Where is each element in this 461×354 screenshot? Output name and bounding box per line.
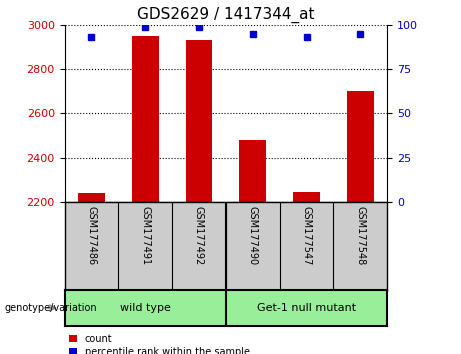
Text: GSM177490: GSM177490: [248, 206, 258, 266]
Text: GSM177486: GSM177486: [86, 206, 96, 266]
Bar: [239, 140, 266, 202]
Bar: [185, 40, 213, 202]
Legend: count, percentile rank within the sample: count, percentile rank within the sample: [70, 334, 250, 354]
Text: Get-1 null mutant: Get-1 null mutant: [257, 303, 356, 313]
Bar: [347, 91, 374, 202]
Bar: [132, 36, 159, 202]
Title: GDS2629 / 1417344_at: GDS2629 / 1417344_at: [137, 7, 315, 23]
Text: genotype/variation: genotype/variation: [5, 303, 97, 313]
Text: GSM177491: GSM177491: [140, 206, 150, 266]
Text: wild type: wild type: [120, 303, 171, 313]
Text: GSM177492: GSM177492: [194, 206, 204, 266]
Bar: [78, 193, 105, 202]
Bar: [293, 192, 320, 202]
Text: GSM177548: GSM177548: [355, 206, 366, 266]
Text: GSM177547: GSM177547: [301, 206, 312, 266]
